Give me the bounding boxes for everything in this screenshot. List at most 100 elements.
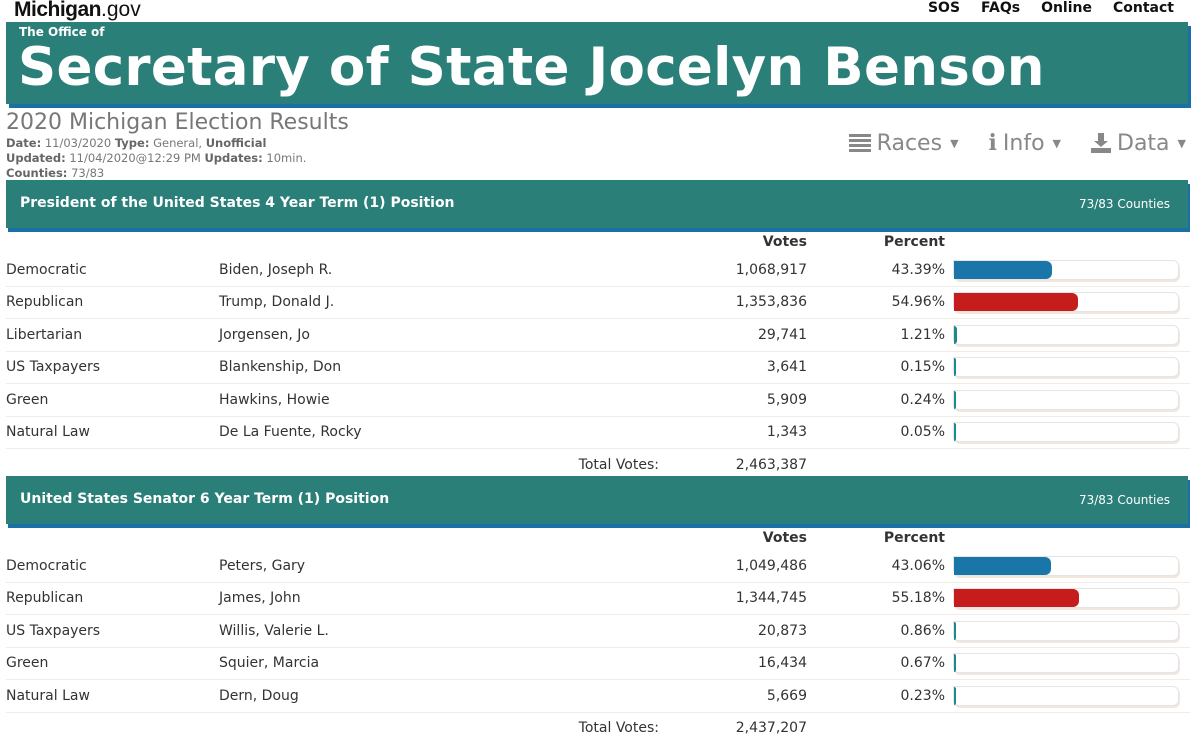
candidate-name: De La Fuente, Rocky — [219, 416, 659, 449]
header-candidate — [219, 526, 659, 550]
vote-count: 1,068,917 — [659, 254, 807, 287]
candidate-name: Squier, Marcia — [219, 647, 659, 680]
party-name: Republican — [6, 582, 219, 615]
total-votes-value: 2,437,207 — [735, 720, 807, 737]
candidate-name: Jorgensen, Jo — [219, 318, 659, 352]
vote-percent: 0.67% — [807, 647, 945, 680]
race-title[interactable]: United States Senator 6 Year Term (1) Po… — [20, 491, 390, 507]
races-menu[interactable]: Races ▼ — [848, 130, 959, 156]
sos-banner: The Office of Secretary of State Jocelyn… — [6, 22, 1188, 104]
counties-label: Counties: — [6, 166, 68, 180]
percent-bar-fill — [954, 325, 957, 344]
vote-percent: 0.24% — [807, 383, 945, 417]
percent-bar-cell — [945, 582, 1190, 615]
vote-count: 20,873 — [659, 614, 807, 648]
percent-bar — [953, 324, 1179, 345]
party-name: US Taxpayers — [6, 351, 219, 384]
vote-percent: 0.23% — [807, 679, 945, 713]
header-bar — [945, 526, 1190, 550]
percent-bar-fill — [954, 390, 956, 409]
race-county-count: 73/83 Counties — [1078, 197, 1170, 211]
percent-bar-fill — [954, 621, 956, 640]
percent-bar — [953, 588, 1179, 609]
party-name: Natural Law — [6, 679, 219, 713]
table-header-row: Votes Percent — [6, 526, 1190, 550]
vote-count: 5,669 — [659, 679, 807, 713]
candidate-name: Biden, Joseph R. — [219, 254, 659, 287]
page-title: 2020 Michigan Election Results — [6, 110, 349, 135]
nav-sos-link[interactable]: SOS — [927, 0, 961, 16]
vote-percent: 1.21% — [807, 318, 945, 352]
percent-bar-cell — [945, 254, 1190, 287]
percent-bar-fill — [954, 556, 1052, 575]
top-bar: Michigan.gov SOS FAQs Online Contact — [0, 0, 1200, 22]
vote-percent: 0.86% — [807, 614, 945, 648]
percent-bar — [953, 357, 1179, 378]
results-table: Votes Percent Democratic Peters, Gary 1,049,… — [6, 526, 1190, 744]
vote-count: 1,343 — [659, 416, 807, 449]
header-party — [6, 526, 219, 550]
nav-contact-link[interactable]: Contact — [1113, 0, 1174, 16]
vote-percent: 55.18% — [807, 582, 945, 615]
total-votes-value: 2,463,387 — [735, 456, 807, 473]
vote-percent: 0.15% — [807, 351, 945, 384]
michigan-gov-logo[interactable]: Michigan.gov — [14, 0, 141, 22]
info-line-updated: Updated: 11/04/2020@12:29 PM Updates: 10… — [6, 151, 349, 166]
data-menu-label: Data — [1117, 130, 1170, 156]
race-title[interactable]: President of the United States 4 Year Te… — [20, 195, 455, 211]
vote-count: 16,434 — [659, 647, 807, 680]
percent-bar-cell — [945, 351, 1190, 384]
race-county-count: 73/83 Counties — [1078, 493, 1170, 507]
data-menu[interactable]: Data ▼ — [1091, 130, 1186, 156]
header-percent: Percent — [883, 234, 945, 250]
percent-bar — [953, 292, 1179, 313]
candidate-name: Peters, Gary — [219, 550, 659, 583]
table-row: Natural Law Dern, Doug 5,669 0.23% — [6, 679, 1190, 713]
nav-faqs-link[interactable]: FAQs — [981, 0, 1021, 16]
percent-bar-cell — [945, 647, 1190, 680]
percent-bar-fill — [954, 654, 956, 673]
info-menu[interactable]: i Info ▼ — [989, 130, 1061, 156]
counties-value: 73/83 — [71, 166, 105, 180]
total-votes-label: Total Votes: — [578, 456, 659, 473]
list-icon — [848, 134, 871, 152]
table-row: Green Hawkins, Howie 5,909 0.24% — [6, 383, 1190, 417]
table-row: Green Squier, Marcia 16,434 0.67% — [6, 647, 1190, 680]
total-row: Total Votes: 2,437,207 — [6, 712, 1190, 744]
party-name: Democratic — [6, 550, 219, 583]
table-row: Republican James, John 1,344,745 55.18% — [6, 582, 1190, 615]
party-name: Republican — [6, 286, 219, 319]
info-line-date: Date: 11/03/2020 Type: General, Unoffici… — [6, 136, 349, 151]
election-info: 2020 Michigan Election Results Date: 11/… — [6, 110, 349, 181]
table-row: Libertarian Jorgensen, Jo 29,741 1.21% — [6, 318, 1190, 352]
vote-percent: 54.96% — [807, 286, 945, 319]
total-votes-label: Total Votes: — [578, 720, 659, 737]
candidate-name: Willis, Valerie L. — [219, 614, 659, 648]
total-spacer — [6, 712, 219, 744]
info-menu-label: Info — [1002, 130, 1045, 156]
updated-label: Updated: — [6, 151, 66, 165]
vote-percent: 43.06% — [807, 550, 945, 583]
header-candidate — [219, 230, 659, 254]
percent-bar-fill — [954, 358, 956, 377]
header-party — [6, 230, 219, 254]
percent-bar-fill — [954, 423, 956, 442]
download-icon — [1091, 133, 1111, 153]
percent-bar-cell — [945, 286, 1190, 319]
party-name: Natural Law — [6, 416, 219, 449]
vote-count: 5,909 — [659, 383, 807, 417]
caret-down-icon: ▼ — [950, 136, 959, 150]
nav-online-link[interactable]: Online — [1041, 0, 1092, 16]
percent-bar-cell — [945, 416, 1190, 449]
race-header: United States Senator 6 Year Term (1) Po… — [6, 476, 1188, 524]
total-row: Total Votes: 2,463,387 — [6, 449, 1190, 481]
updates-label: Updates: — [204, 151, 263, 165]
candidate-name: Trump, Donald J. — [219, 286, 659, 319]
table-row: Republican Trump, Donald J. 1,353,836 54.96… — [6, 286, 1190, 319]
percent-bar — [953, 620, 1179, 641]
logo-bold-text: Michigan — [14, 0, 102, 21]
table-row: US Taxpayers Willis, Valerie L. 20,873 0.86… — [6, 614, 1190, 648]
menu-bar: Races ▼ i Info ▼ Data ▼ — [848, 130, 1186, 156]
party-name: US Taxpayers — [6, 614, 219, 648]
percent-bar — [953, 422, 1179, 443]
